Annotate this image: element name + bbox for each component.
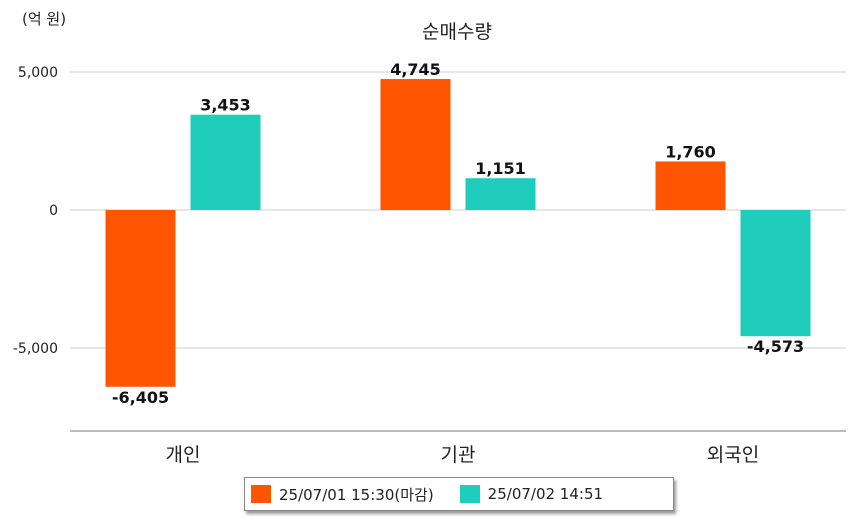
x-tick-label: 외국인 (707, 444, 759, 466)
x-axis-labels: 개인 기관 외국인 (166, 444, 760, 466)
data-label: 1,151 (475, 159, 526, 178)
y-axis-ticks: 5,000 0 -5,000 (13, 65, 58, 357)
bar (655, 161, 726, 210)
bar (380, 79, 451, 211)
bar (740, 210, 811, 337)
x-tick-label: 기관 (441, 444, 476, 466)
y-tick-label: 5,000 (18, 65, 58, 81)
legend-swatch-series-2 (459, 485, 480, 503)
legend-item-series-2[interactable]: 25/07/02 14:51 (459, 485, 604, 503)
bars (105, 79, 811, 387)
bar (190, 114, 261, 210)
bar (465, 178, 536, 210)
legend-swatch-series-1 (251, 485, 271, 503)
y-tick-label: 0 (49, 203, 58, 219)
data-label: 4,745 (390, 60, 441, 79)
bar (105, 210, 176, 387)
legend-label-series-1: 25/07/01 15:30(마감) (279, 485, 434, 504)
data-label: 3,453 (200, 96, 251, 115)
gridlines (70, 71, 846, 349)
chart-title: 순매수량 (422, 21, 492, 43)
y-tick-label: -5,000 (13, 341, 58, 357)
legend-label-series-2: 25/07/02 14:51 (487, 485, 604, 503)
unit-label: (억 원) (22, 10, 66, 28)
legend: 25/07/01 15:30(마감) 25/07/02 14:51 (244, 477, 674, 511)
data-label: -4,573 (747, 337, 804, 356)
x-tick-label: 개인 (166, 444, 201, 466)
data-labels: -6,405 4,745 1,760 3,453 1,151 -4,573 (112, 60, 804, 407)
data-label: -6,405 (112, 388, 169, 407)
legend-item-series-1[interactable]: 25/07/01 15:30(마감) (251, 484, 434, 505)
data-label: 1,760 (665, 142, 716, 161)
